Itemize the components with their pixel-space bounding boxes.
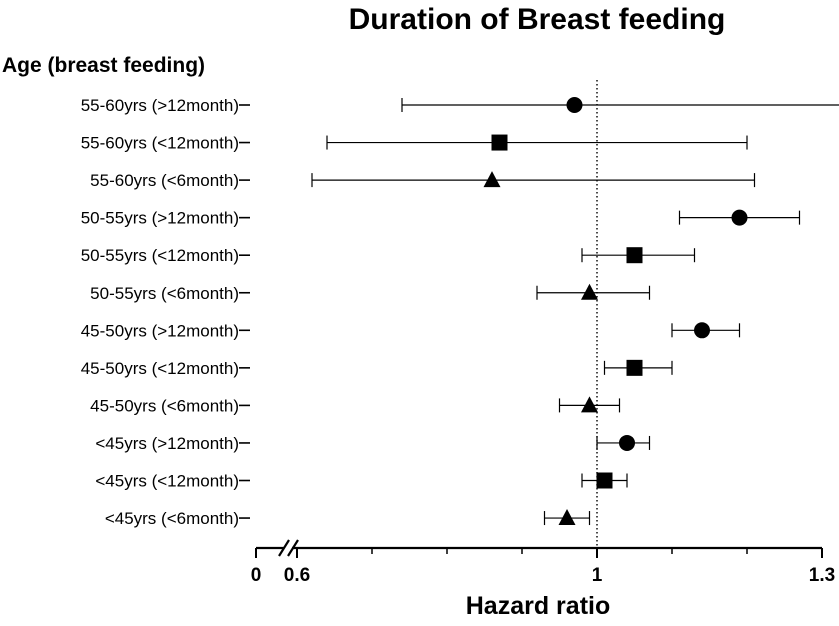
point-estimate-square <box>596 472 613 489</box>
point-estimate-triangle <box>558 509 576 526</box>
point-estimate-circle <box>731 209 748 226</box>
forest-row: <45yrs (<6month) <box>105 509 591 528</box>
point-estimate-square <box>491 134 508 151</box>
row-label: 55-60yrs (<12month) <box>81 134 239 153</box>
row-label: 45-50yrs (<12month) <box>81 359 239 378</box>
row-label: <45yrs (<6month) <box>105 509 239 528</box>
forest-row: 50-55yrs (<12month) <box>81 246 696 265</box>
forest-row: <45yrs (<12month) <box>95 472 628 491</box>
forest-row: <45yrs (>12month) <box>95 434 651 453</box>
row-label: 45-50yrs (>12month) <box>81 321 239 340</box>
plot-area: 0 0.6 1 1.3 55-60yrs (>12month) 55-60yrs (<12… <box>81 80 839 586</box>
point-estimate-square <box>626 247 643 264</box>
row-label: 50-55yrs (<12month) <box>81 246 239 265</box>
row-label: 50-55yrs (>12month) <box>81 209 239 228</box>
x-tick-label: 0.6 <box>284 565 310 586</box>
forest-row: 55-60yrs (>12month) <box>81 96 839 115</box>
row-label: 55-60yrs (<6month) <box>90 171 239 190</box>
forest-row: 45-50yrs (>12month) <box>81 321 741 340</box>
axis-break-mark <box>287 539 299 557</box>
forest-row: 55-60yrs (<6month) <box>90 171 756 190</box>
point-estimate-circle <box>566 97 583 113</box>
row-label: 55-60yrs (>12month) <box>81 96 239 115</box>
point-estimate-square <box>626 359 643 376</box>
x-tick-label: 0 <box>251 565 262 586</box>
point-estimate-triangle <box>581 396 598 413</box>
point-estimate-triangle <box>483 171 501 188</box>
row-label: 50-55yrs (<6month) <box>90 284 239 303</box>
axis-break-mark <box>278 539 290 557</box>
x-tick-label: 1 <box>592 565 603 586</box>
row-group-header: Age (breast feeding) <box>2 54 205 77</box>
x-axis-label: Hazard ratio <box>466 592 610 620</box>
x-tick-label: 1.3 <box>809 565 835 586</box>
forest-row: 45-50yrs (<12month) <box>81 359 673 378</box>
forest-row: 50-55yrs (>12month) <box>81 209 801 228</box>
row-label: 45-50yrs (<6month) <box>90 396 239 415</box>
forest-row: 55-60yrs (<12month) <box>81 134 748 153</box>
point-estimate-triangle <box>581 283 598 300</box>
forest-row: 45-50yrs (<6month) <box>90 396 621 415</box>
chart-title: Duration of Breast feeding <box>349 3 726 36</box>
row-label: <45yrs (<12month) <box>95 472 239 491</box>
point-estimate-circle <box>619 434 635 451</box>
point-estimate-circle <box>694 322 710 339</box>
row-label: <45yrs (>12month) <box>95 434 239 453</box>
forest-row: 50-55yrs (<6month) <box>90 283 651 303</box>
